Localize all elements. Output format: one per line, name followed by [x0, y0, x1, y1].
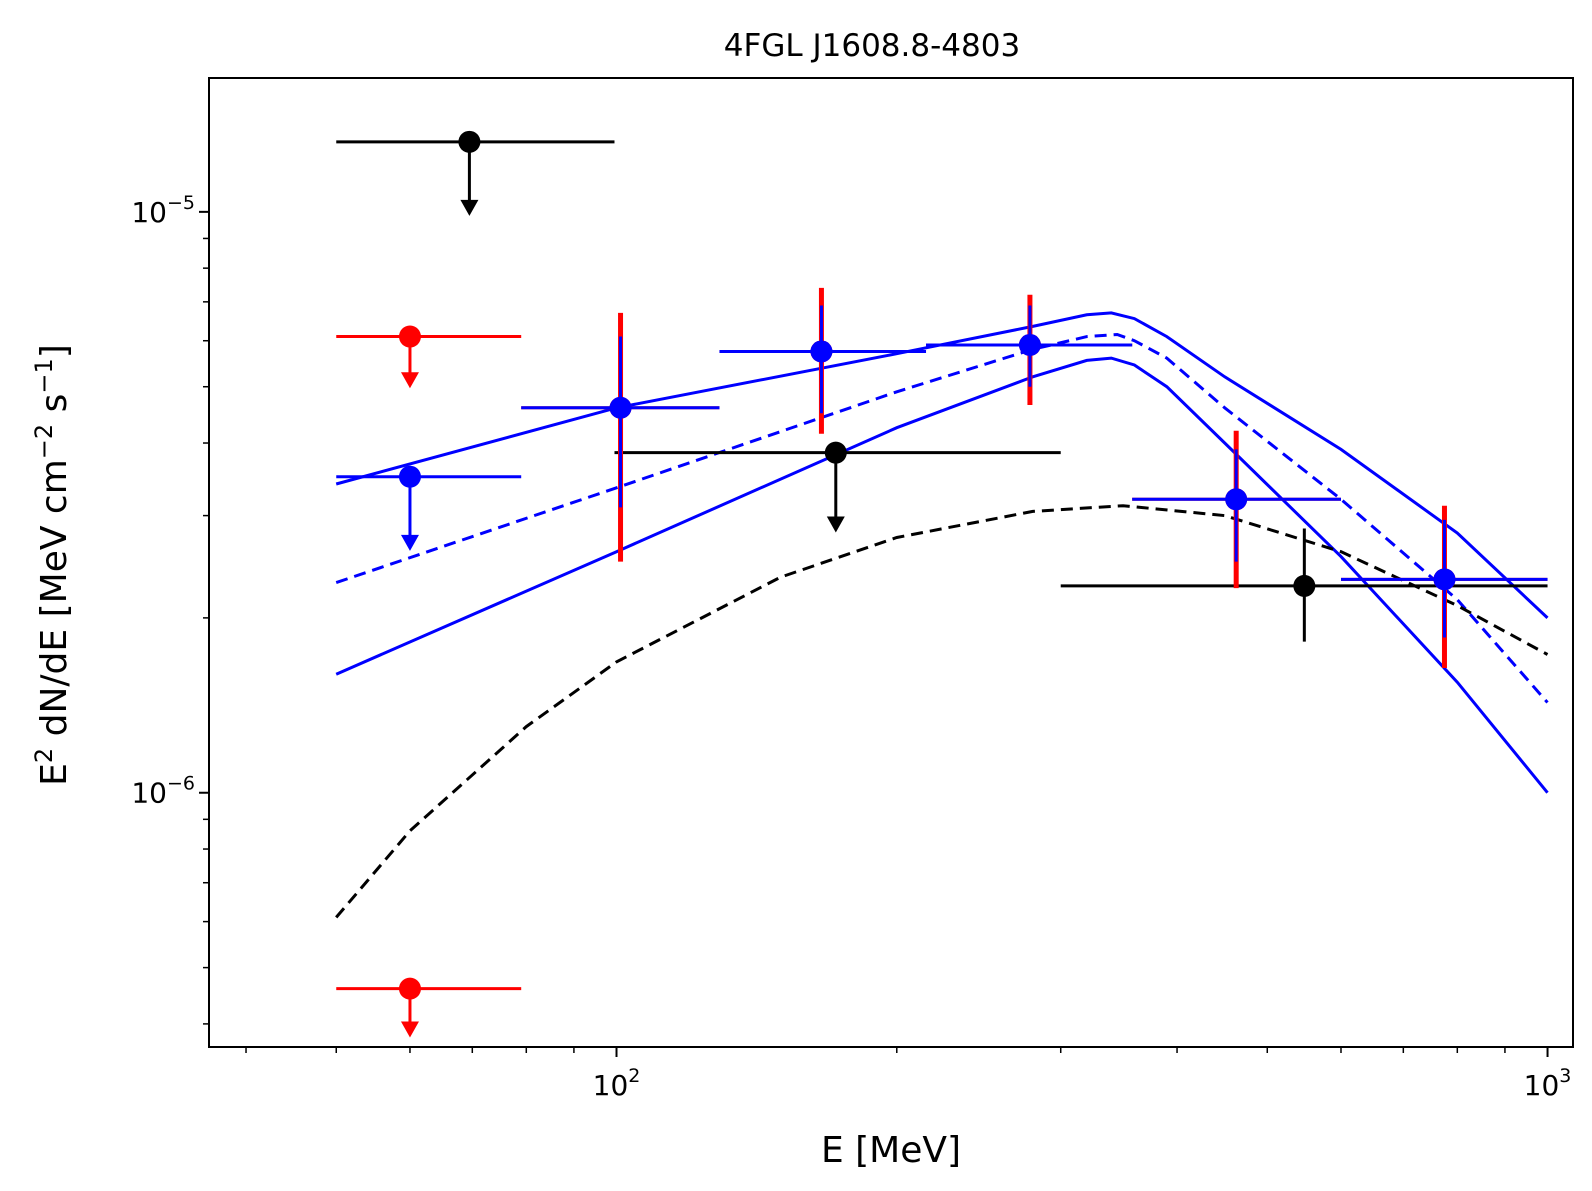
y-label-exp-cm: −2 — [30, 424, 58, 459]
marker — [398, 325, 421, 348]
marker — [398, 977, 421, 1000]
x-axis-label: E [MeV] — [821, 1130, 961, 1171]
y-axis-label: E2 dN/dE [MeV cm−2 s−1] — [30, 344, 75, 786]
upper-limit-arrow — [826, 516, 845, 533]
upper-limit-arrow — [460, 199, 479, 216]
marker — [1293, 574, 1316, 597]
marker — [1018, 333, 1041, 356]
y-tick-label: 10−5 — [131, 192, 195, 229]
marker — [398, 465, 421, 488]
blue-point-0 — [336, 465, 522, 551]
marker — [1433, 568, 1456, 591]
blue-point-5 — [1340, 519, 1548, 638]
chart-title: 4FGL J1608.8-4803 — [724, 28, 1020, 64]
data-points — [336, 130, 1548, 1038]
x-axis-ticks: 102 103 — [245, 1047, 1572, 1102]
black-point-0 — [336, 130, 615, 216]
blue-point-4 — [1132, 449, 1341, 562]
black-point-1 — [614, 441, 1061, 533]
model-curves — [335, 311, 1549, 919]
upper-limit-arrow — [400, 1021, 419, 1038]
blue-point-3 — [926, 305, 1133, 387]
y-label-exp-s: −1 — [30, 358, 58, 393]
blue-point-2 — [719, 305, 927, 414]
y-label-s: s — [34, 394, 75, 424]
blue-model-curve — [335, 332, 1549, 704]
upper-limit-arrow — [400, 534, 419, 551]
y-label-close: ] — [34, 344, 75, 358]
y-axis-ticks: 10−6 10−5 — [131, 192, 209, 1025]
plot-frame — [208, 77, 1574, 1048]
marker — [824, 441, 847, 464]
y-label-units: dN/dE [MeV cm — [34, 459, 75, 748]
marker — [458, 130, 481, 153]
blue-lower-band-curve — [335, 356, 1549, 794]
marker — [810, 340, 833, 363]
blue-point-1 — [521, 336, 720, 508]
x-tick-label: 102 — [593, 1065, 641, 1102]
black-model-curve — [335, 504, 1549, 919]
red-point-0 — [336, 325, 522, 389]
marker — [609, 396, 632, 419]
y-label-exp-2: 2 — [30, 748, 58, 763]
y-tick-label: 10−6 — [131, 773, 195, 810]
black-point-2 — [1060, 528, 1548, 642]
blue-upper-band-curve — [335, 311, 1549, 619]
red-point-1 — [336, 977, 522, 1038]
x-tick-label: 103 — [1524, 1065, 1572, 1102]
marker — [1225, 488, 1248, 511]
upper-limit-arrow — [400, 372, 419, 389]
y-label-e: E — [34, 763, 75, 786]
